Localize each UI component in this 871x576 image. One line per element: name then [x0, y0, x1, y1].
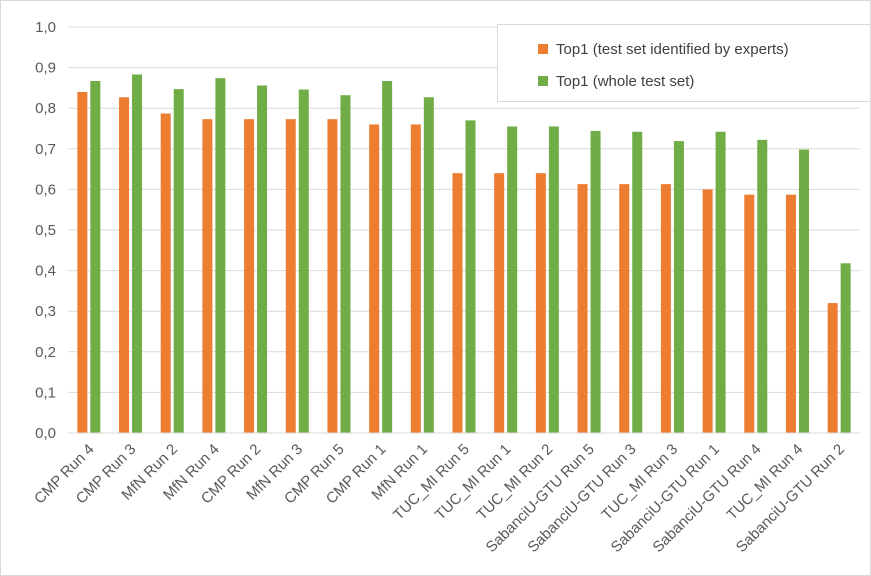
bar-experts: [160, 113, 171, 433]
bar-whole: [132, 74, 143, 433]
legend-label-whole: Top1 (whole test set): [556, 72, 695, 90]
bar-experts: [119, 97, 130, 433]
bar-whole: [507, 126, 518, 433]
y-tick-label: 1,0: [35, 19, 56, 36]
bar-experts: [244, 119, 255, 434]
bar-experts: [452, 173, 463, 433]
bar-experts: [660, 184, 671, 433]
bar-experts: [785, 194, 796, 433]
y-tick-label: 0,0: [35, 425, 56, 442]
bar-whole: [423, 97, 434, 433]
bar-experts: [77, 91, 88, 434]
bar-whole: [757, 139, 768, 434]
bar-experts: [494, 173, 505, 433]
legend-label-experts: Top1 (test set identified by experts): [556, 40, 789, 58]
bar-experts: [702, 189, 713, 433]
bar-whole: [215, 78, 226, 433]
bar-whole: [257, 85, 268, 434]
bar-whole: [382, 80, 393, 434]
bar-whole: [340, 95, 351, 433]
bar-whole: [90, 80, 101, 434]
y-tick-label: 0,7: [35, 141, 56, 158]
y-tick-label: 0,5: [35, 222, 56, 239]
y-tick-label: 0,3: [35, 303, 56, 320]
y-tick-label: 0,8: [35, 100, 56, 117]
bar-whole: [798, 149, 809, 433]
bar-whole: [632, 131, 643, 434]
legend: Top1 (test set identified by experts) To…: [497, 24, 871, 102]
y-tick-label: 0,6: [35, 181, 56, 198]
bar-whole: [173, 89, 184, 434]
legend-item-experts: Top1 (test set identified by experts): [538, 39, 789, 59]
bar-experts: [827, 303, 838, 433]
bar-experts: [410, 124, 421, 433]
bar-whole: [673, 141, 684, 433]
legend-swatch-experts: [538, 44, 548, 54]
bar-experts: [577, 184, 588, 433]
y-tick-label: 0,4: [35, 263, 56, 280]
bar-experts: [535, 173, 546, 433]
bar-whole: [298, 89, 309, 434]
bar-experts: [285, 119, 296, 434]
legend-item-whole: Top1 (whole test set): [538, 71, 694, 91]
y-tick-label: 0,1: [35, 384, 56, 401]
bar-whole: [590, 130, 601, 433]
bar-experts: [327, 119, 338, 434]
bar-whole: [465, 120, 476, 433]
bar-whole: [548, 126, 559, 433]
legend-swatch-whole: [538, 76, 548, 86]
y-tick-label: 0,2: [35, 344, 56, 361]
bar-experts: [744, 194, 755, 433]
bar-whole: [715, 131, 726, 434]
bar-experts: [202, 119, 213, 434]
bar-experts: [369, 124, 380, 433]
bar-whole: [840, 263, 851, 433]
bar-experts: [619, 184, 630, 433]
y-tick-label: 0,9: [35, 60, 56, 77]
